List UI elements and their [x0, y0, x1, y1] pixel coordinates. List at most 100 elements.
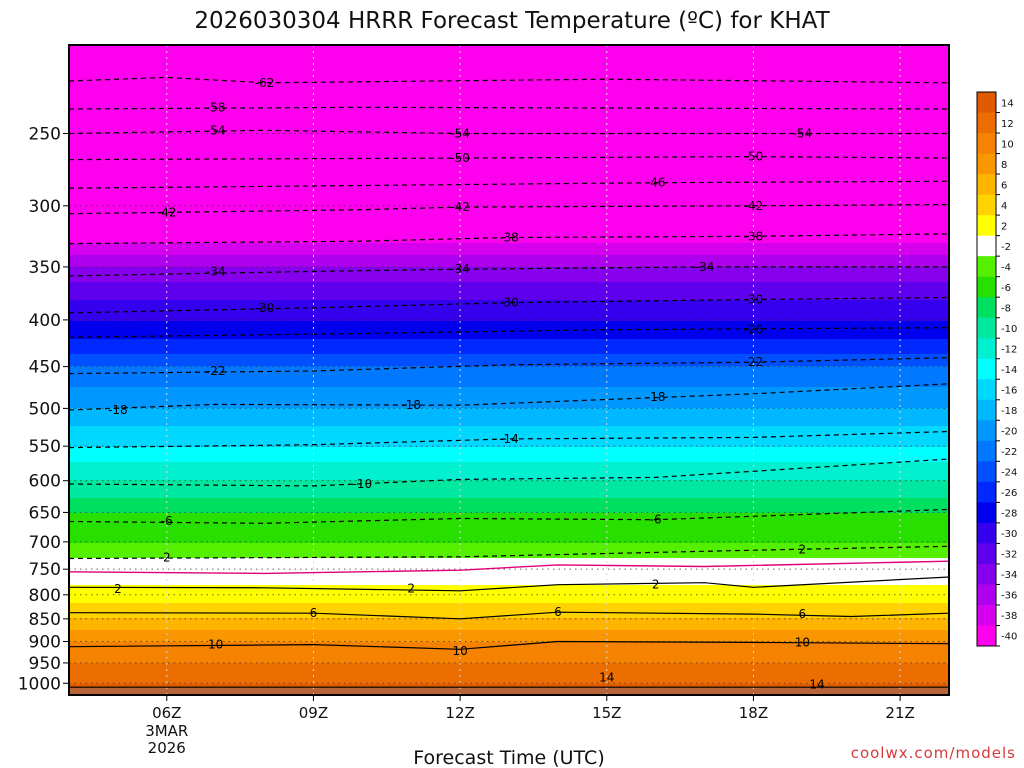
- temperature-band: [69, 141, 949, 145]
- colorbar-swatch: [977, 440, 996, 462]
- contour-label: 10: [208, 638, 223, 652]
- temperature-band: [69, 615, 949, 619]
- temperature-band: [69, 630, 949, 634]
- contour-line: [69, 296, 949, 314]
- temperature-band: [69, 186, 949, 190]
- contour-line: [69, 430, 949, 449]
- colorbar-label: -14: [1001, 365, 1017, 376]
- temperature-band: [69, 399, 949, 403]
- temperature-band: [69, 201, 949, 205]
- colorbar-swatch: [977, 317, 996, 339]
- colorbar-swatch: [977, 399, 996, 421]
- temperature-band: [69, 108, 949, 112]
- y-tick-label: 400: [29, 311, 61, 331]
- contour-label: -6: [650, 513, 662, 527]
- temperature-band: [69, 438, 949, 442]
- temperature-band: [69, 585, 949, 589]
- temperature-band: [69, 288, 949, 292]
- temperature-band: [69, 570, 949, 574]
- y-tick-label: 350: [29, 258, 61, 278]
- temperature-band: [69, 306, 949, 310]
- colorbar-swatch: [977, 194, 996, 216]
- colorbar-label: 12: [1001, 119, 1014, 130]
- temperature-band: [69, 609, 949, 613]
- y-tick-label: 600: [29, 472, 61, 492]
- contour-line: [69, 233, 949, 245]
- temperature-band: [69, 474, 949, 478]
- colorbar-label: 8: [1001, 160, 1007, 171]
- temperature-band: [69, 126, 949, 130]
- colorbar-label: -36: [1001, 591, 1017, 602]
- temperature-fill: [69, 45, 949, 695]
- temperature-band: [69, 522, 949, 526]
- contour-line: [69, 560, 949, 575]
- colorbar-swatch: [977, 625, 996, 647]
- temperature-band: [69, 411, 949, 415]
- contour-label: -30: [499, 296, 519, 310]
- contour-label: -26: [744, 323, 764, 337]
- temperature-band: [69, 177, 949, 181]
- temperature-band: [69, 486, 949, 490]
- colorbar-label: -38: [1001, 611, 1017, 622]
- temperature-band: [69, 45, 949, 49]
- temperature-band: [69, 426, 949, 430]
- temperature-band: [69, 210, 949, 214]
- y-tick-label: 700: [29, 533, 61, 553]
- temperature-band: [69, 57, 949, 61]
- temperature-band: [69, 573, 949, 577]
- colorbar-label: 2: [1001, 221, 1007, 232]
- temperature-band: [69, 498, 949, 502]
- temperature-band: [69, 369, 949, 373]
- colorbar-label: -24: [1001, 468, 1017, 479]
- temperature-band: [69, 237, 949, 241]
- temperature-band: [69, 330, 949, 334]
- temperature-band: [69, 660, 949, 664]
- plot-frame: [68, 44, 950, 696]
- colorbar-swatch: [977, 543, 996, 565]
- temperature-band: [69, 252, 949, 256]
- temperature-band: [69, 588, 949, 592]
- temperature-band: [69, 345, 949, 349]
- temperature-band: [69, 249, 949, 253]
- temperature-band: [69, 654, 949, 658]
- temperature-band: [69, 381, 949, 385]
- temperature-band: [69, 456, 949, 460]
- temperature-band: [69, 441, 949, 445]
- temperature-band: [69, 546, 949, 550]
- temperature-band: [69, 81, 949, 85]
- contour-label: -58: [206, 100, 226, 114]
- y-tick-label: 300: [29, 197, 61, 217]
- temperature-band: [69, 297, 949, 301]
- temperature-band: [69, 462, 949, 466]
- x-tick-date-label: 2026: [148, 739, 186, 757]
- temperature-band: [69, 300, 949, 304]
- temperature-band: [69, 279, 949, 283]
- y-tick-label: 1000: [18, 674, 61, 694]
- contour-label: -50: [744, 150, 764, 164]
- grid-lines: [69, 45, 949, 695]
- colorbar-label: -18: [1001, 406, 1017, 417]
- temperature-band: [69, 435, 949, 439]
- temperature-band: [69, 432, 949, 436]
- temperature-band: [69, 618, 949, 622]
- colorbar-label: -22: [1001, 447, 1017, 458]
- ground-strip: [69, 687, 949, 695]
- temperature-band: [69, 375, 949, 379]
- temperature-band: [69, 315, 949, 319]
- temperature-band: [69, 363, 949, 367]
- temperature-band: [69, 405, 949, 409]
- colorbar-swatch: [977, 338, 996, 360]
- temperature-band: [69, 162, 949, 166]
- y-tick-label: 650: [29, 503, 61, 523]
- contour-lines: [69, 76, 949, 688]
- temperature-band: [69, 324, 949, 328]
- colorbar-swatch: [977, 235, 996, 257]
- temperature-band: [69, 480, 949, 484]
- temperature-band: [69, 621, 949, 625]
- temperature-band: [69, 453, 949, 457]
- temperature-band: [69, 657, 949, 661]
- colorbar-swatch: [977, 215, 996, 237]
- temperature-band: [69, 579, 949, 583]
- colorbar-swatch: [977, 522, 996, 544]
- temperature-band: [69, 516, 949, 520]
